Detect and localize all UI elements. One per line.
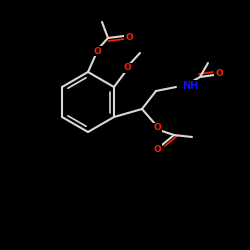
- Text: O: O: [215, 68, 223, 78]
- Text: O: O: [153, 144, 161, 154]
- Text: O: O: [93, 46, 101, 56]
- Text: NH: NH: [182, 81, 198, 91]
- Text: O: O: [123, 64, 131, 72]
- Text: O: O: [125, 32, 133, 42]
- Text: O: O: [153, 124, 161, 132]
